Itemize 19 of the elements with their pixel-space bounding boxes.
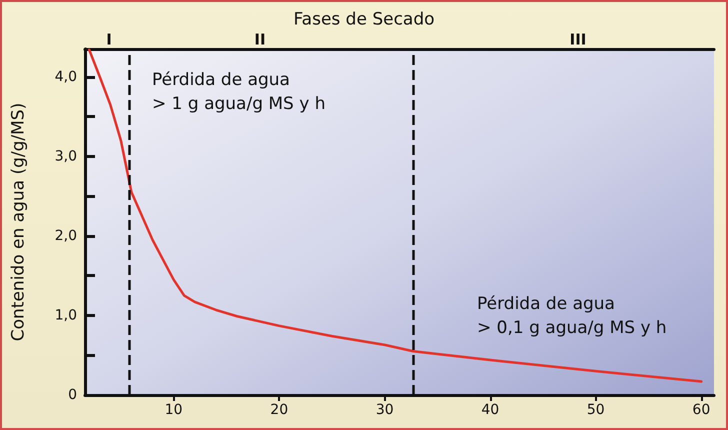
line-series: [88, 48, 703, 383]
y-tick-label: 2,0: [54, 228, 77, 244]
x-tick-label: 60: [692, 402, 710, 418]
x-tick-label: 30: [376, 402, 394, 418]
y-axis-title: Contenido en agua (g/g/MS): [8, 102, 28, 342]
annotation: Pérdida de agua > 0,1 g agua/g MS y h: [477, 294, 667, 338]
text: I: [106, 30, 112, 48]
x-tick-label: 40: [481, 402, 500, 418]
y-tick-label: 4,0: [54, 68, 77, 85]
y-tick-label: 0: [68, 387, 77, 403]
y-tick-label: 1,0: [54, 307, 77, 324]
x-tick-label: 20: [270, 402, 288, 418]
chart-title: Fases de Secado: [293, 10, 435, 30]
x-tick-label: 50: [586, 402, 605, 418]
annotation: Pérdida de agua > 1 g agua/g MS y h: [152, 70, 326, 114]
x-tick-label: 10: [164, 402, 183, 418]
text: III: [570, 30, 586, 48]
y-tick-label: 3,0: [54, 148, 77, 164]
text: II: [254, 30, 266, 48]
